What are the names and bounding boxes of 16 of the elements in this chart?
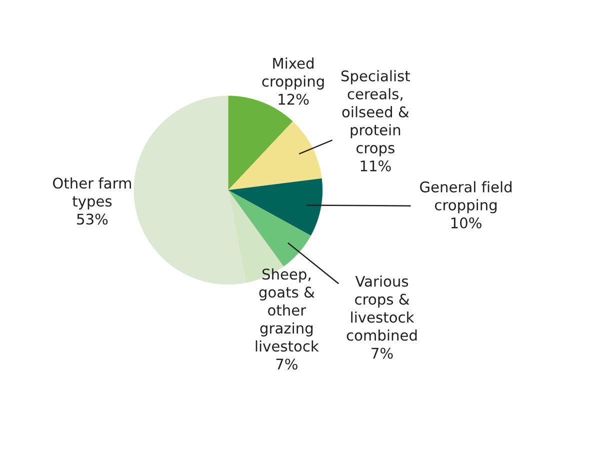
data-label: 7% xyxy=(372,348,393,359)
data-label: 53% xyxy=(77,214,108,225)
pie-slice xyxy=(228,190,311,267)
data-label: 7% xyxy=(276,358,298,370)
data-label: 12% xyxy=(278,94,309,105)
slice-label: Specialist cereals, oilseed & protein crops xyxy=(341,70,410,156)
slice-label: General field cropping xyxy=(420,181,512,214)
data-label: 10% xyxy=(451,217,482,228)
slice-label: Various crops & livestock combined xyxy=(346,275,417,341)
slice-label: Sheep, goats & other grazing livestock xyxy=(256,268,319,352)
slice-label: Other farm types xyxy=(53,177,132,210)
pie-slice xyxy=(228,178,323,236)
pie-slice xyxy=(134,96,246,285)
pie-slice xyxy=(228,121,322,190)
slice-label: Mixed cropping xyxy=(262,58,324,90)
data-label: 11% xyxy=(360,160,391,172)
